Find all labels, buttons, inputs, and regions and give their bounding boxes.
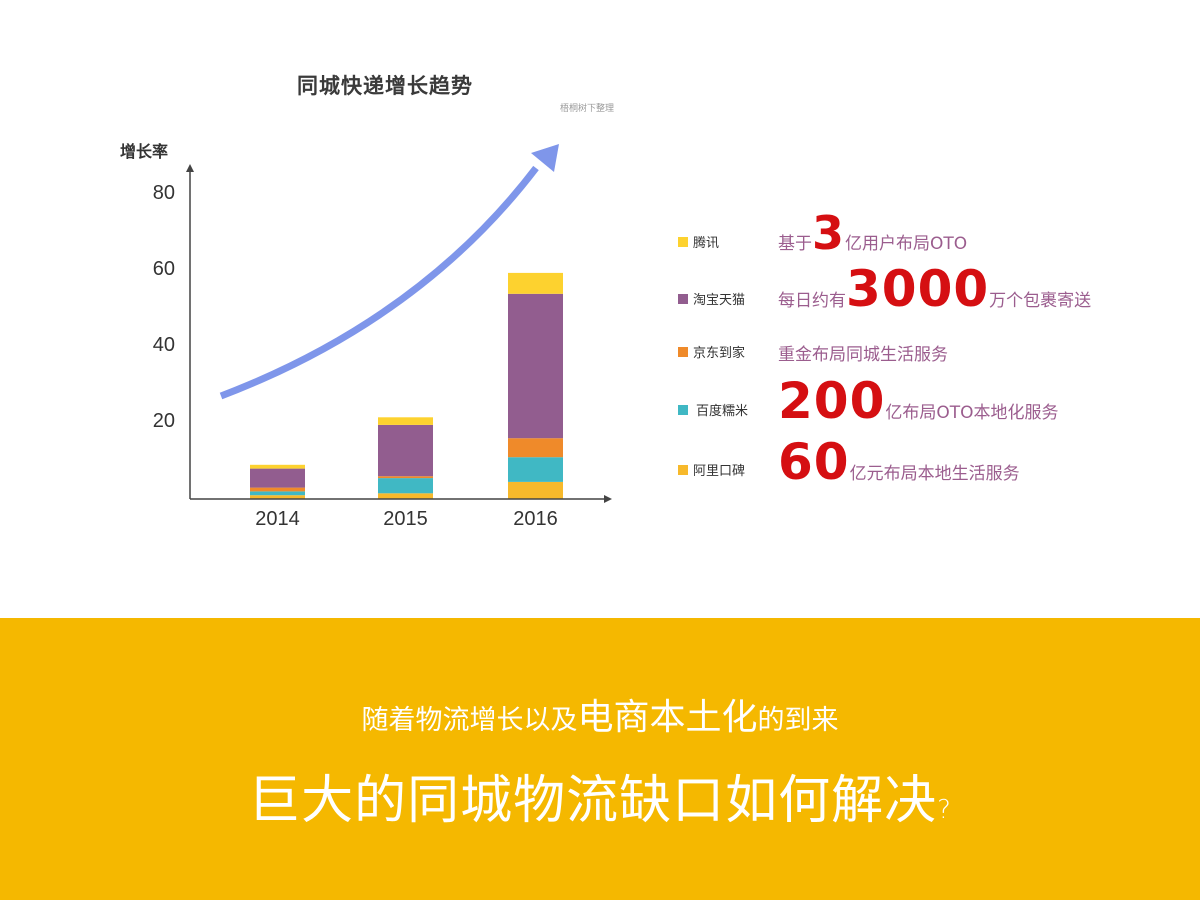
question-mark: ?	[937, 795, 952, 825]
desc-pre: 重金布局同城生活服务	[778, 345, 948, 365]
bar-segment	[378, 493, 433, 499]
bar-segment	[250, 468, 305, 488]
x-axis-arrow-icon	[604, 495, 612, 503]
bar-segment	[250, 495, 305, 499]
bar-segment	[508, 293, 563, 439]
subtitle-emphasis: 电商本土化	[577, 697, 758, 738]
y-axis-arrow-icon	[186, 164, 194, 172]
bar-segment	[508, 457, 563, 482]
stacked-bars	[250, 272, 563, 499]
legend-label: 百度糯米	[696, 404, 749, 419]
legend-desc-tencent: 基于3亿用户布局OTO	[778, 206, 967, 260]
bar-segment	[508, 481, 563, 499]
bar-segment	[250, 464, 305, 469]
trend-arrow-icon	[219, 165, 539, 400]
subtitle-part: 随着物流增长以及	[361, 705, 578, 736]
legend-desc-baidu: 200亿布局OTO本地化服务	[778, 372, 1059, 430]
x-tick-label: 2014	[255, 508, 300, 530]
bar-segment	[508, 272, 563, 294]
legend-desc-alibaba: 60亿元布局本地生活服务	[778, 433, 1020, 491]
headline-text: 巨大的同城物流缺口如何解决	[248, 771, 938, 831]
desc-highlight-number: 3000	[846, 260, 990, 318]
bar-segment	[250, 491, 305, 496]
y-tick-label: 20	[152, 410, 175, 432]
x-tick-label: 2016	[513, 508, 558, 530]
trend-arrowhead-icon	[531, 144, 559, 172]
desc-highlight-number: 200	[778, 372, 886, 430]
bar-segment	[378, 417, 433, 425]
desc-pre: 每日约有	[778, 291, 846, 311]
legend-swatch	[678, 405, 688, 415]
legend-desc-jd: 重金布局同城生活服务	[778, 340, 948, 365]
source-note: 梧桐树下整理	[560, 104, 615, 114]
desc-pre: 基于	[778, 234, 812, 254]
legend-label: 京东到家	[693, 346, 746, 361]
chart-plot-area	[186, 144, 612, 503]
chart-title: 同城快递增长趋势	[297, 74, 473, 98]
bar-segment	[508, 438, 563, 458]
desc-highlight-number: 3	[812, 206, 846, 260]
desc-post: 亿布局OTO本地化服务	[885, 403, 1059, 423]
bottom-banner	[0, 618, 1200, 900]
x-tick-label: 2015	[383, 508, 428, 530]
legend-desc-taobao: 每日约有3000万个包裹寄送	[778, 260, 1091, 318]
y-axis-label: 增长率	[120, 142, 169, 161]
y-tick-label: 60	[152, 258, 175, 280]
banner-headline: 巨大的同城物流缺口如何解决?	[0, 758, 1200, 833]
desc-highlight-number: 60	[778, 433, 850, 491]
subtitle-part: 的到来	[757, 705, 839, 736]
legend-label: 腾讯	[693, 236, 720, 251]
desc-post: 万个包裹寄送	[989, 291, 1092, 311]
desc-post: 亿元布局本地生活服务	[849, 464, 1020, 484]
y-tick-label: 80	[152, 182, 175, 204]
legend-swatch	[678, 465, 688, 475]
legend-label: 淘宝天猫	[693, 293, 746, 308]
legend-label: 阿里口碑	[693, 464, 746, 479]
legend-swatch	[678, 237, 688, 247]
desc-post: 亿用户布局OTO	[845, 234, 968, 254]
bar-segment	[378, 478, 433, 494]
bar-segment	[378, 424, 433, 477]
y-tick-label: 40	[152, 334, 175, 356]
banner-subtitle: 随着物流增长以及电商本土化的到来	[0, 688, 1200, 740]
legend-swatch	[678, 347, 688, 357]
legend-swatch	[678, 294, 688, 304]
bar-segment	[378, 476, 433, 479]
bar-segment	[250, 487, 305, 492]
